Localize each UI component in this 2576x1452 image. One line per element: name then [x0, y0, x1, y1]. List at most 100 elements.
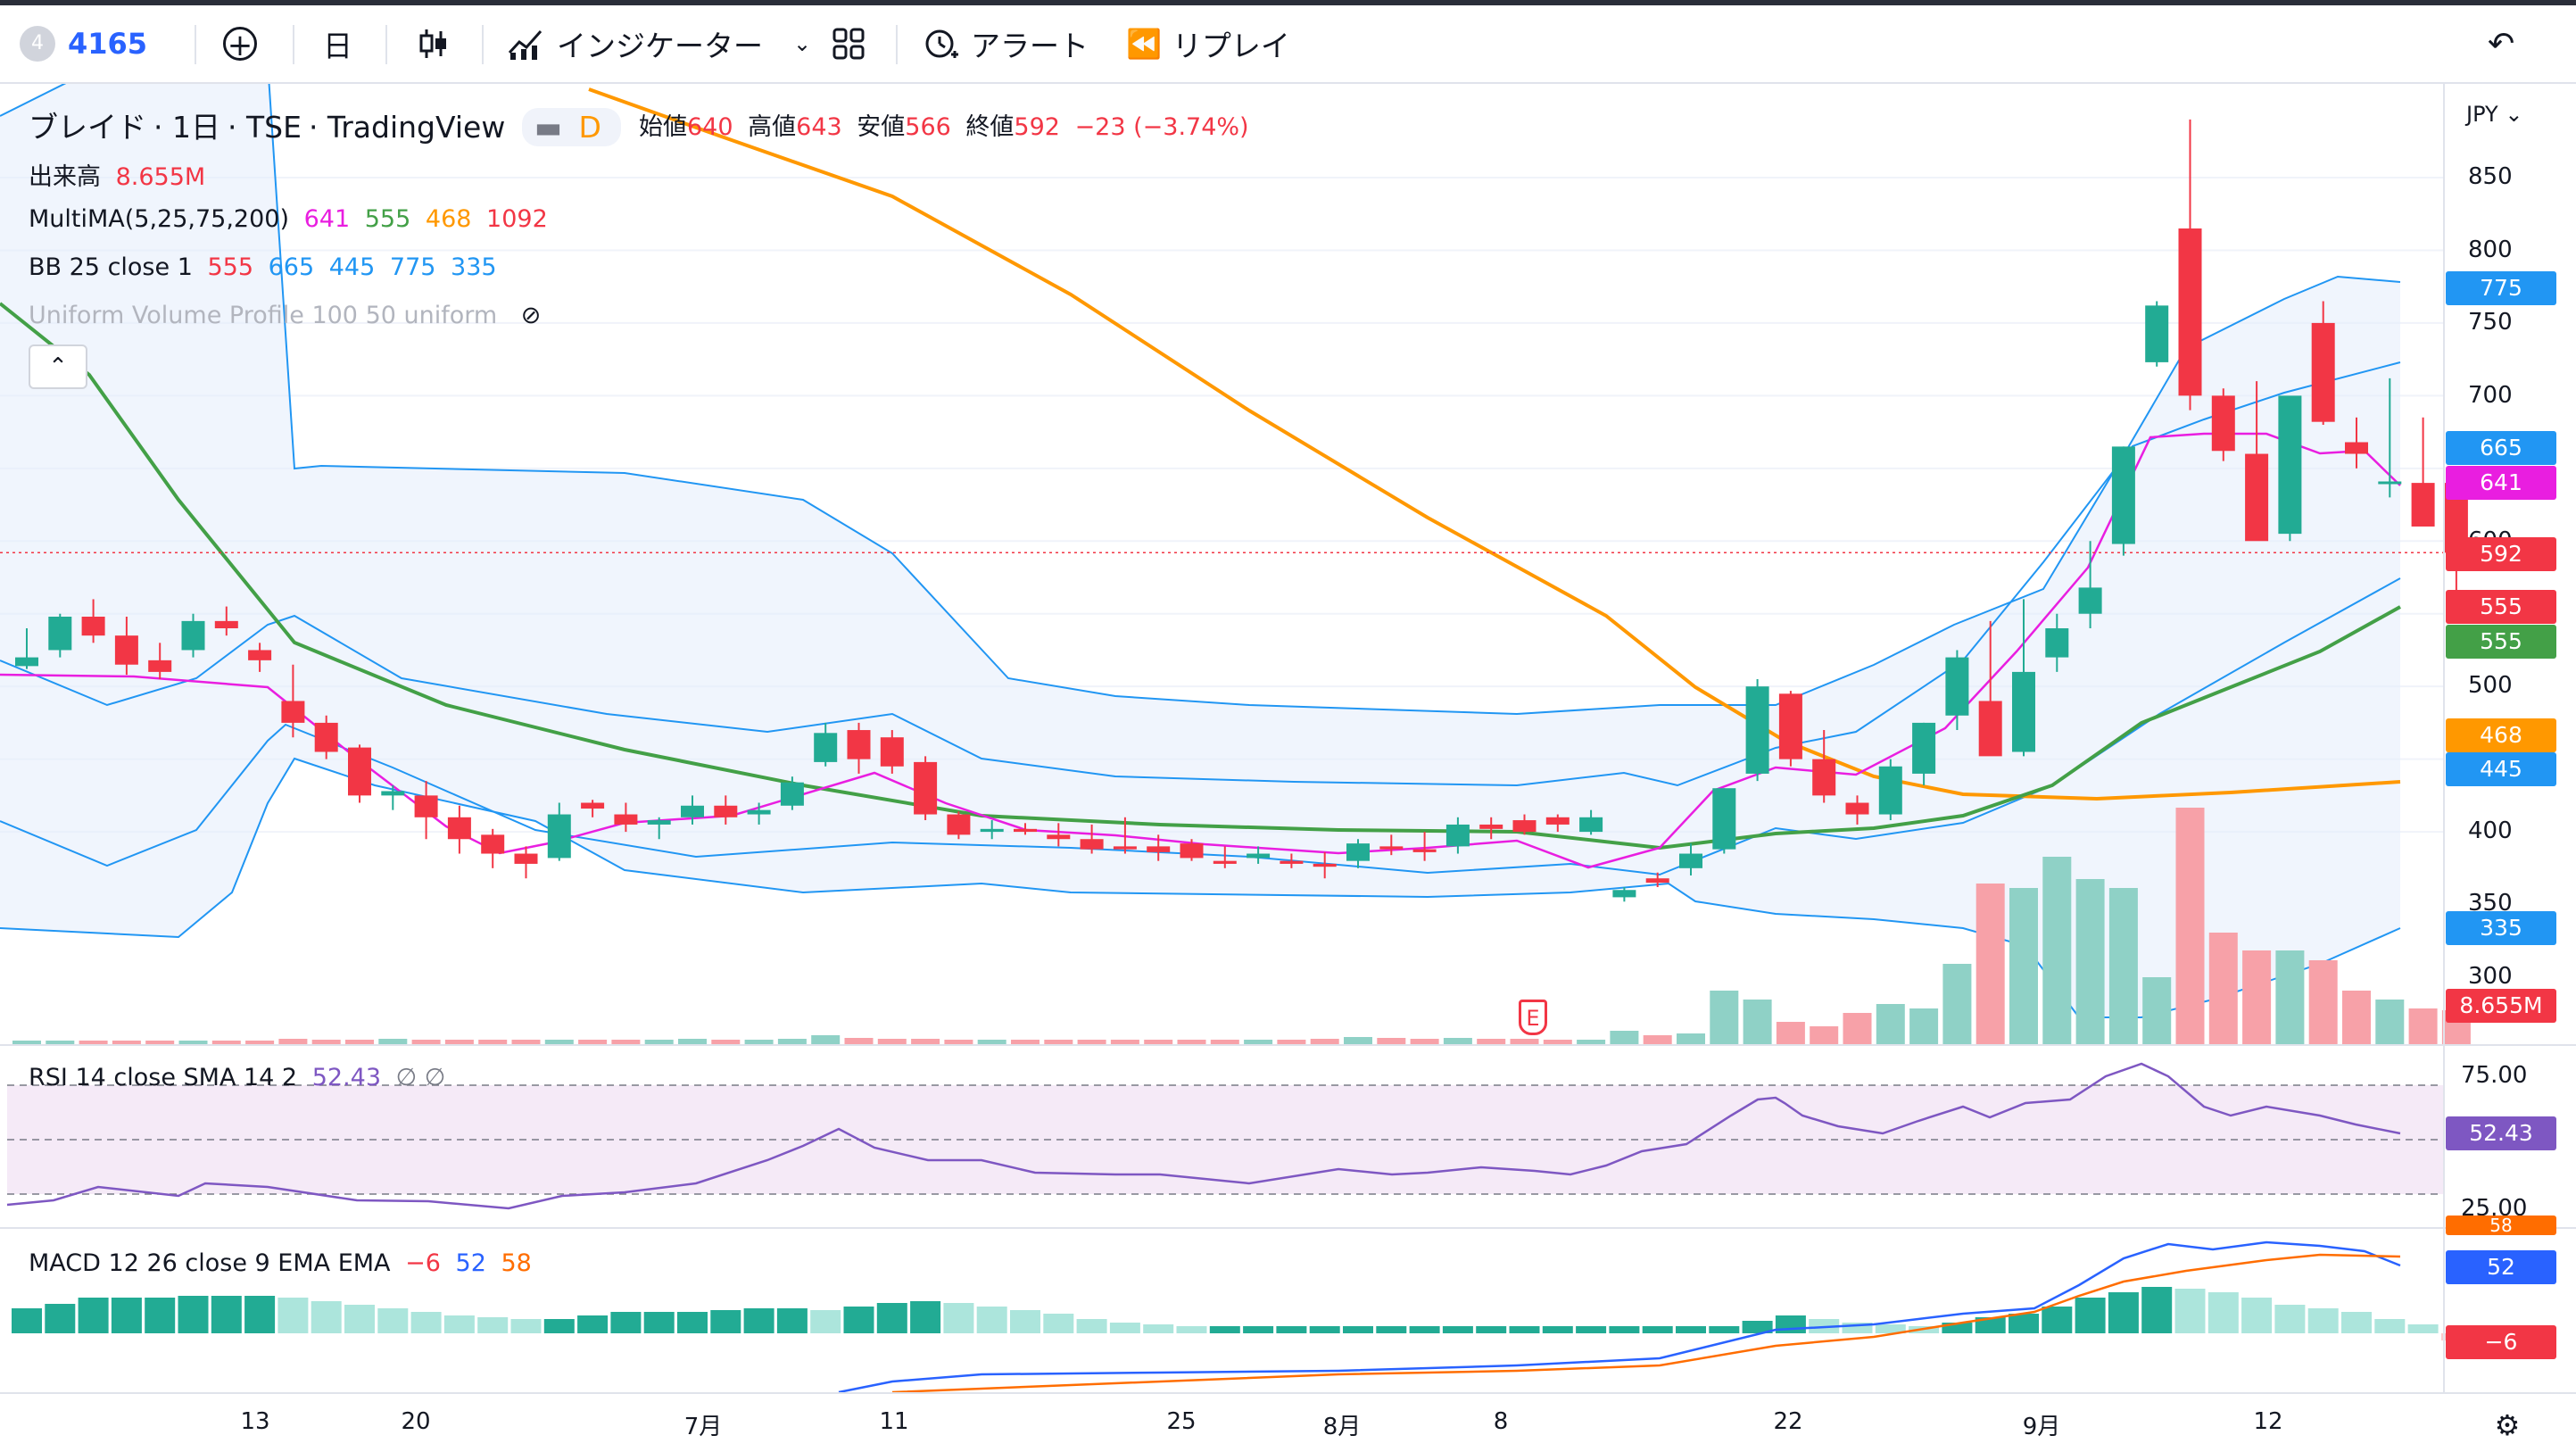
bb-lower2-badge: 335 — [2446, 911, 2556, 945]
macd-histogram-bar — [1476, 1326, 1507, 1333]
volume-bar — [2242, 950, 2272, 1044]
chevron-down-icon: ⌄ — [2505, 102, 2523, 127]
candle-body — [447, 817, 471, 840]
candle-body — [1213, 860, 1237, 864]
chart-area[interactable] — [0, 84, 2576, 1452]
ma-legend[interactable]: MultiMA(5,25,75,200) 641 555 468 1092 — [29, 205, 555, 233]
candle-body — [2178, 228, 2202, 396]
candle-body — [2278, 395, 2302, 535]
candle-body — [1845, 802, 1869, 815]
volume-bar — [1975, 884, 2005, 1044]
macd-line-value: 52 — [455, 1249, 486, 1277]
bb-lower-badge: 445 — [2446, 752, 2556, 786]
macd-histogram-bar — [477, 1317, 509, 1333]
rsi-legend[interactable]: RSI 14 close SMA 14 2 52.43 ∅ ∅ — [29, 1064, 452, 1091]
rewind-icon: ⏪ — [1126, 27, 1162, 61]
volume-bar — [2075, 879, 2105, 1044]
ma5-line — [0, 432, 2401, 869]
candle-body — [48, 616, 72, 651]
symbol-badge: 4 — [20, 26, 55, 62]
candle-body — [1579, 817, 1603, 833]
interval-button[interactable]: 日 — [323, 5, 352, 82]
macd-histogram-bar — [543, 1319, 575, 1333]
macd-histogram-bar — [1542, 1326, 1573, 1333]
volume-bar — [844, 1038, 874, 1044]
macd-histogram-bar — [145, 1298, 176, 1333]
macd-histogram-bar — [244, 1296, 276, 1333]
macd-histogram-bar — [410, 1312, 442, 1333]
macd-histogram-bar — [2374, 1319, 2406, 1333]
pane-separator[interactable] — [0, 1044, 2576, 1046]
chevron-down-icon: ⌄ — [793, 31, 812, 56]
volume-profile-legend[interactable]: Uniform Volume Profile 100 50 uniform ⊘ — [29, 302, 548, 329]
macd-histogram-bar — [78, 1298, 109, 1333]
macd-histogram-bar — [377, 1308, 409, 1333]
replay-button[interactable]: ⏪ リプレイ — [1126, 5, 1290, 82]
bb-legend[interactable]: BB 25 close 1 555 665 445 775 335 — [29, 253, 504, 281]
macd-histogram-bar — [2407, 1324, 2439, 1333]
currency-selector[interactable]: JPY ⌄ — [2466, 102, 2522, 127]
legend-interval: 1日 — [171, 110, 220, 145]
candle-body — [947, 814, 971, 835]
layout-templates-button[interactable] — [832, 5, 866, 82]
market-status-pill[interactable]: ▬ D — [521, 108, 621, 146]
macd-histogram-bar — [1143, 1324, 1174, 1333]
volume-bar — [777, 1039, 807, 1044]
pane-separator[interactable] — [0, 1227, 2576, 1229]
time-tick: 13 — [240, 1408, 270, 1435]
candle-body — [547, 814, 571, 859]
candle-body — [914, 761, 938, 815]
macd-histogram-bar — [1509, 1326, 1540, 1333]
compare-add-button[interactable]: + — [223, 5, 257, 82]
macd-histogram-bar — [2307, 1308, 2339, 1333]
open-value: 640 — [687, 113, 733, 141]
candle-body — [2411, 483, 2435, 527]
macd-histogram-bar — [1975, 1317, 2006, 1333]
currency-label: JPY — [2466, 102, 2498, 127]
chart-canvas[interactable] — [0, 84, 2576, 1452]
macd-histogram-bar — [1609, 1326, 1640, 1333]
ohlc-legend: 始値640 高値643 安値566 終値592 −23 (−3.74%) — [639, 107, 1256, 142]
bb-fill — [0, 84, 2400, 1017]
eye-crossed-icon[interactable]: ⊘ — [520, 302, 542, 329]
macd-signal-line — [891, 1253, 2401, 1394]
earnings-marker[interactable]: E — [1519, 1000, 1547, 1035]
volume-bar — [112, 1041, 141, 1044]
candle-body — [1778, 693, 1802, 759]
macd-hist-value: −6 — [405, 1249, 441, 1277]
volume-value: 8.655M — [115, 163, 206, 191]
volume-bar — [1677, 1033, 1705, 1044]
candle-body — [880, 737, 904, 767]
macd-histogram-bar — [1676, 1326, 1706, 1333]
candle-body — [1346, 843, 1370, 861]
candle-body — [1645, 878, 1669, 884]
volume-bar — [2342, 991, 2371, 1044]
high-label: 高値 — [748, 113, 797, 141]
volume-bar — [1144, 1040, 1173, 1044]
time-tick: 25 — [1166, 1408, 1197, 1435]
symbol-search[interactable]: 4 4165 — [20, 5, 147, 82]
volume-bar — [1110, 1040, 1139, 1044]
macd-histogram-bar — [344, 1305, 375, 1333]
indicators-button[interactable]: インジケーター ⌄ — [507, 5, 811, 82]
time-axis-separator — [0, 1392, 2576, 1394]
candle-body — [348, 747, 371, 796]
alert-button[interactable]: アラート — [921, 5, 1089, 82]
volume-bar — [1410, 1039, 1439, 1044]
volume-legend[interactable]: 出来高 8.655M — [29, 157, 212, 192]
macd-histogram-bar — [677, 1312, 708, 1333]
legend-collapse-button[interactable]: ⌃ — [29, 344, 87, 389]
bb-lower-value: 445 — [328, 253, 376, 281]
settings-gear-icon[interactable]: ⚙ — [2494, 1408, 2521, 1442]
undo-button[interactable]: ↶ — [2488, 5, 2514, 82]
macd-legend[interactable]: MACD 12 26 close 9 EMA EMA −6 52 58 — [29, 1249, 539, 1277]
volume-bar — [1710, 991, 1739, 1044]
candle-body — [381, 791, 405, 796]
candle-body — [1280, 860, 1304, 864]
volume-bar — [1011, 1040, 1040, 1044]
rsi-tick: 75.00 — [2461, 1062, 2528, 1089]
time-tick: 11 — [879, 1408, 909, 1435]
volume-bar — [345, 1040, 374, 1044]
volume-bar — [611, 1040, 641, 1044]
chart-type-button[interactable] — [416, 5, 451, 82]
